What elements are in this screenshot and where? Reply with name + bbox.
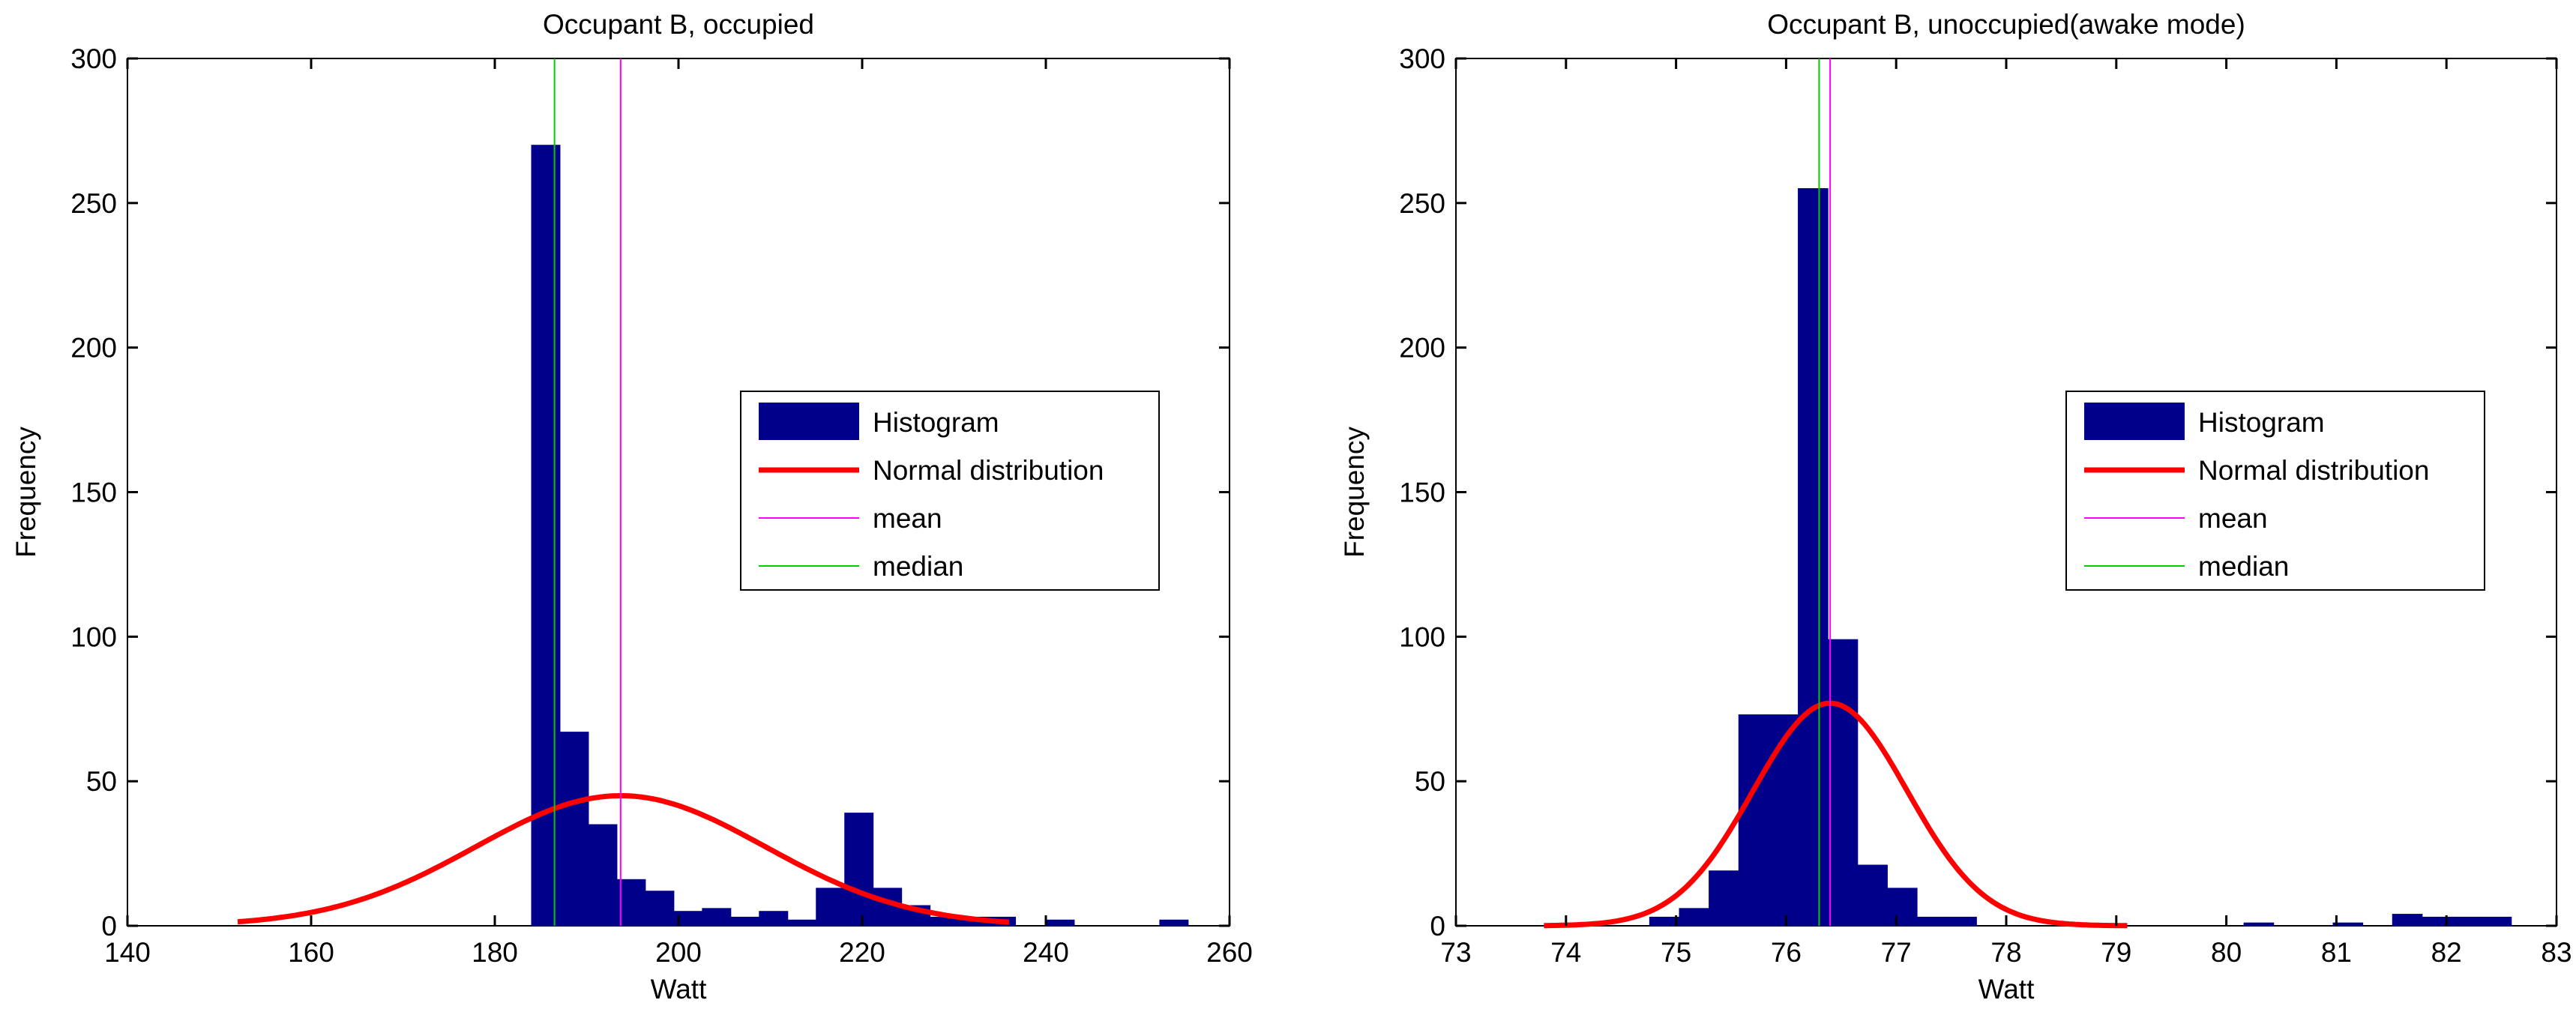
histogram-bar [1738, 714, 1769, 927]
x-tick-label: 74 [1550, 937, 1581, 968]
histogram-bar [702, 908, 732, 927]
x-tick-label: 83 [2541, 937, 2572, 968]
x-tick-label: 82 [2431, 937, 2462, 968]
histogram-bar [645, 891, 675, 927]
y-tick-label: 200 [1399, 333, 1445, 364]
x-tick-label: 260 [1206, 937, 1253, 968]
histogram-bar [2392, 914, 2423, 927]
y-tick-label: 100 [1399, 621, 1445, 652]
x-tick-label: 140 [104, 937, 151, 968]
x-tick-label: 75 [1661, 937, 1691, 968]
x-tick-label: 78 [1990, 937, 2021, 968]
legend-label-mean: mean [2198, 503, 2268, 534]
histogram-bar [559, 732, 589, 927]
histogram-bar [616, 879, 646, 927]
x-tick-label: 73 [1440, 937, 1471, 968]
x-tick-label: 240 [1023, 937, 1069, 968]
legend-label-normal: Normal distribution [873, 455, 1104, 486]
y-tick-label: 50 [86, 766, 117, 797]
histogram-bar [759, 911, 789, 927]
histogram-bar [2332, 922, 2364, 927]
x-tick-label: 200 [655, 937, 702, 968]
histogram-bar [787, 919, 817, 927]
histogram-bar [531, 145, 561, 927]
histogram-bar [1798, 188, 1829, 927]
histogram-bar [1946, 916, 1977, 927]
legend-label-mean: mean [873, 503, 942, 534]
legend: Histogram Normal distribution mean median [2065, 391, 2485, 591]
chart-title: Occupant B, occupied [543, 9, 814, 40]
y-tick-label: 100 [70, 621, 117, 652]
chart-unoccupied-awake: 73 74 75 76 77 78 79 80 81 82 83 0 50 100 150 200 250 300… [1339, 9, 2572, 1005]
histogram-bar [1886, 888, 1918, 927]
y-tick-label: 0 [101, 911, 117, 942]
histogram-bar [844, 813, 874, 927]
y-tick-label: 300 [1399, 43, 1445, 74]
x-tick-label: 81 [2321, 937, 2352, 968]
legend-label-histogram: Histogram [2198, 407, 2325, 438]
y-tick-label: 50 [1415, 766, 1445, 797]
x-tick-label: 79 [2101, 937, 2131, 968]
histogram-bar [1768, 714, 1799, 927]
histogram-bar [2481, 916, 2512, 927]
histogram-bar [2243, 922, 2275, 927]
x-tick-label: 77 [1881, 937, 1912, 968]
normal-distribution-curve [1544, 700, 2128, 929]
y-tick-label: 300 [70, 43, 117, 74]
legend-label-histogram: Histogram [873, 407, 999, 438]
legend-histogram-swatch [759, 403, 859, 440]
y-tick-label: 250 [1399, 188, 1445, 219]
x-tick-label: 76 [1771, 937, 1802, 968]
histogram-bar [1709, 870, 1739, 927]
chart-title: Occupant B, unoccupied(awake mode) [1767, 9, 2245, 40]
x-tick-label: 220 [839, 937, 885, 968]
legend-label-median: median [2198, 551, 2289, 582]
x-axis-label: Watt [651, 974, 707, 1005]
legend-label-median: median [873, 551, 963, 582]
y-tick-label: 150 [70, 478, 117, 508]
histogram-bar [1159, 919, 1189, 927]
histogram-bar [2452, 916, 2482, 927]
histogram-bar [1649, 916, 1680, 927]
y-tick-label: 200 [70, 333, 117, 364]
histogram-bar [588, 824, 618, 927]
histogram-bar [1827, 639, 1859, 927]
x-tick-label: 80 [2211, 937, 2242, 968]
y-tick-label: 150 [1399, 478, 1445, 508]
y-axis-label: Frequency [1339, 427, 1370, 558]
x-tick-label: 160 [288, 937, 334, 968]
x-tick-label: 180 [472, 937, 518, 968]
legend-histogram-swatch [2084, 403, 2185, 440]
histogram-bar [1916, 916, 1948, 927]
chart-occupied: 140 160 180 200 220 240 260 0 50 100 150 200 250 300 O… [10, 9, 1253, 1005]
y-tick-label: 250 [70, 188, 117, 219]
histogram-bar [1857, 864, 1888, 927]
x-axis-label: Watt [1978, 974, 2035, 1005]
y-axis-label: Frequency [10, 427, 41, 558]
y-tick-label: 0 [1430, 911, 1445, 942]
normal-distribution-curve [237, 793, 1010, 925]
histogram-bar [1045, 919, 1075, 927]
histogram-bar [1679, 908, 1710, 927]
legend: Histogram Normal distribution mean median [740, 391, 1160, 591]
legend-label-normal: Normal distribution [2198, 455, 2429, 486]
histogram-bar [816, 888, 846, 927]
histogram-bar [730, 916, 760, 927]
